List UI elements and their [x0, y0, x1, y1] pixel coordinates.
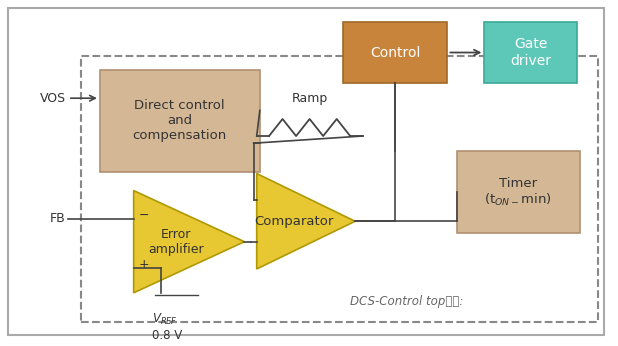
Polygon shape: [133, 191, 244, 293]
Text: Ramp: Ramp: [292, 92, 328, 105]
FancyBboxPatch shape: [343, 22, 447, 83]
Text: DCS-Control top拓扑:: DCS-Control top拓扑:: [350, 295, 464, 308]
Text: VOS: VOS: [40, 92, 66, 105]
Polygon shape: [256, 174, 355, 269]
Text: Direct control
and
compensation: Direct control and compensation: [133, 99, 227, 142]
Text: $V_{REF}$: $V_{REF}$: [152, 312, 178, 327]
Text: 0.8 V: 0.8 V: [152, 329, 182, 342]
FancyBboxPatch shape: [457, 152, 580, 233]
Text: +: +: [138, 258, 149, 271]
Text: Timer
(t$_{ON-}$min): Timer (t$_{ON-}$min): [485, 176, 552, 208]
Text: Error
amplifier: Error amplifier: [148, 228, 203, 256]
Text: Gate
driver: Gate driver: [510, 37, 551, 67]
Text: FB: FB: [50, 212, 66, 225]
Text: Comparator: Comparator: [255, 215, 334, 228]
FancyBboxPatch shape: [7, 8, 604, 336]
FancyBboxPatch shape: [100, 70, 260, 172]
Text: −: −: [138, 209, 149, 222]
FancyBboxPatch shape: [485, 22, 577, 83]
Text: Control: Control: [370, 46, 420, 60]
